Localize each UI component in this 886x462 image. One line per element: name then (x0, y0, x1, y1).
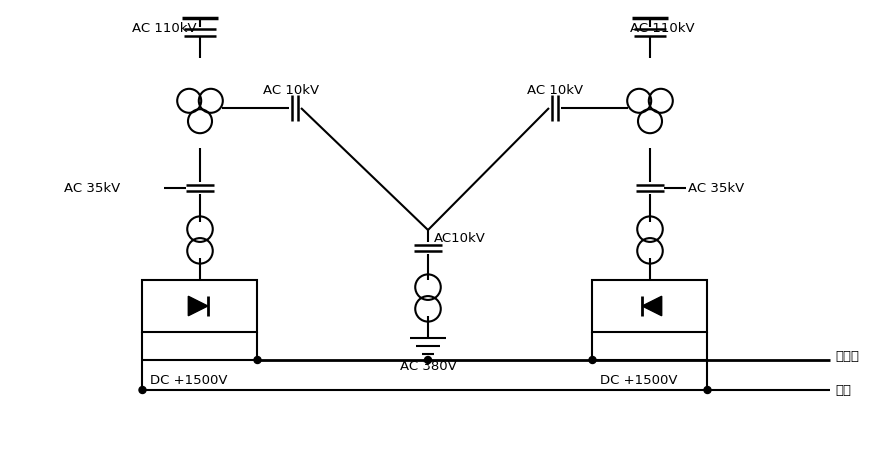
Text: AC 380V: AC 380V (400, 359, 457, 372)
Text: AC 110kV: AC 110kV (132, 22, 197, 35)
Circle shape (139, 387, 146, 394)
Text: DC +1500V: DC +1500V (601, 373, 678, 387)
Polygon shape (189, 296, 208, 316)
Bar (143, 280, 258, 332)
Text: AC10kV: AC10kV (434, 231, 486, 244)
Text: DC +1500V: DC +1500V (151, 373, 228, 387)
Circle shape (589, 357, 596, 364)
Text: 钐轨: 钐轨 (835, 383, 851, 396)
Text: AC 10kV: AC 10kV (263, 84, 319, 97)
Text: AC 10kV: AC 10kV (527, 84, 583, 97)
Text: AC 110kV: AC 110kV (630, 22, 695, 35)
Text: AC 35kV: AC 35kV (64, 182, 120, 195)
Circle shape (424, 357, 431, 364)
Circle shape (254, 357, 261, 364)
Text: AC 35kV: AC 35kV (688, 182, 744, 195)
Bar (593, 280, 708, 332)
Circle shape (704, 387, 711, 394)
Polygon shape (642, 296, 662, 316)
Text: 接触网: 接触网 (835, 349, 859, 363)
